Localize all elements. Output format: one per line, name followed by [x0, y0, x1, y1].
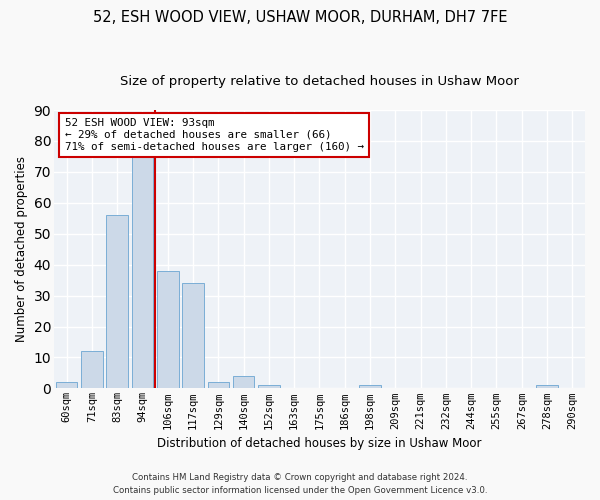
Bar: [106, 215, 128, 388]
Text: 52 ESH WOOD VIEW: 93sqm
← 29% of detached houses are smaller (66)
71% of semi-de: 52 ESH WOOD VIEW: 93sqm ← 29% of detache…: [65, 118, 364, 152]
Bar: [258, 386, 280, 388]
Bar: [233, 376, 254, 388]
Bar: [81, 352, 103, 389]
Y-axis label: Number of detached properties: Number of detached properties: [15, 156, 28, 342]
Bar: [56, 382, 77, 388]
Text: Contains HM Land Registry data © Crown copyright and database right 2024.
Contai: Contains HM Land Registry data © Crown c…: [113, 474, 487, 495]
Bar: [182, 283, 204, 389]
Bar: [132, 154, 153, 388]
Text: 52, ESH WOOD VIEW, USHAW MOOR, DURHAM, DH7 7FE: 52, ESH WOOD VIEW, USHAW MOOR, DURHAM, D…: [93, 10, 507, 25]
Bar: [157, 271, 179, 388]
Title: Size of property relative to detached houses in Ushaw Moor: Size of property relative to detached ho…: [120, 75, 519, 88]
Bar: [359, 386, 381, 388]
Bar: [208, 382, 229, 388]
X-axis label: Distribution of detached houses by size in Ushaw Moor: Distribution of detached houses by size …: [157, 437, 482, 450]
Bar: [536, 386, 558, 388]
